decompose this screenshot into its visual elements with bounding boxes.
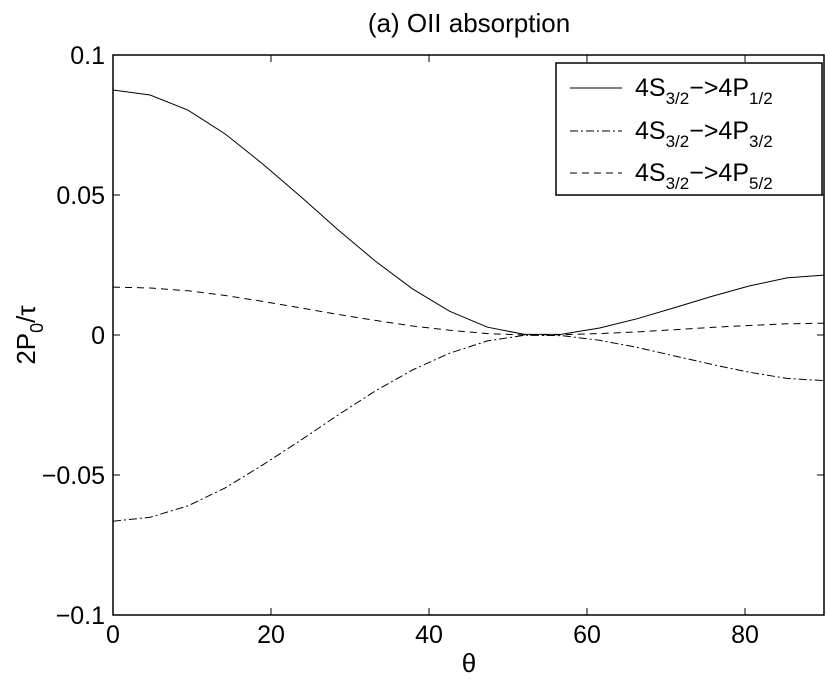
- x-tick-label: 80: [731, 621, 759, 649]
- legend: 4S3/2−>4P1/2 4S3/2−>4P3/2 4S3/2−>4P5/2: [555, 62, 823, 196]
- plot-area: 0 20 40 60 80 0.1 0.05 0 −0.05 −0.1: [42, 42, 825, 649]
- x-tick-label: 40: [415, 621, 443, 649]
- x-tick-label: 60: [573, 621, 601, 649]
- x-tick-label: 20: [257, 621, 285, 649]
- legend-label-series-3: 4S3/2−>4P5/2: [635, 159, 773, 193]
- y-tick-label: 0.1: [70, 42, 105, 70]
- y-axis-label: 2P0/τ: [11, 305, 47, 365]
- series-line-1: [112, 89, 825, 335]
- y-tick-label: 0: [91, 322, 105, 350]
- legend-label-series-2: 4S3/2−>4P3/2: [635, 117, 773, 151]
- series-line-2: [112, 334, 825, 522]
- series-line-3: [112, 286, 825, 336]
- chart-title: (a) OII absorption: [368, 8, 570, 38]
- x-tick-label: 0: [106, 621, 120, 649]
- y-tick-label: −0.05: [42, 462, 105, 490]
- legend-label-series-1: 4S3/2−>4P1/2: [635, 74, 773, 108]
- x-axis-label: θ: [462, 648, 476, 678]
- y-tick-label: 0.05: [56, 182, 105, 210]
- y-tick-label: −0.1: [56, 602, 105, 630]
